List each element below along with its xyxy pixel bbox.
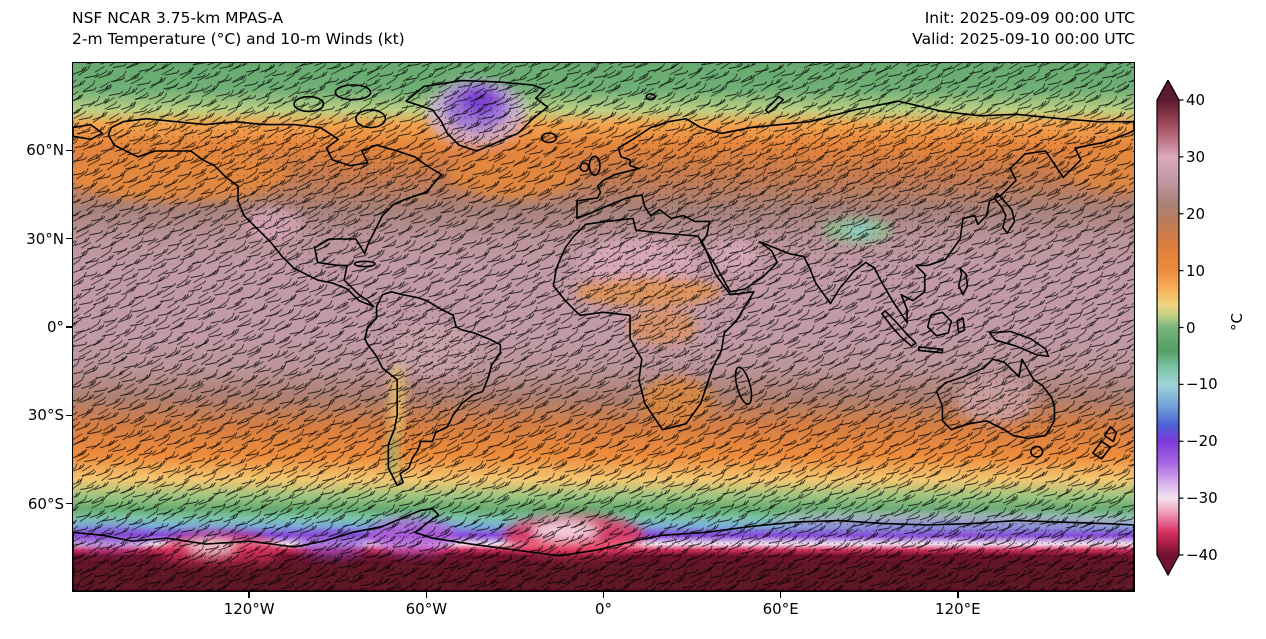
y-axis-tick-mark	[66, 237, 72, 240]
colorbar-tick-label: −20	[1186, 432, 1218, 451]
colorbar-tick-label: −30	[1186, 489, 1218, 508]
map-panel	[72, 62, 1135, 592]
colorbar-tick-label: −10	[1186, 375, 1218, 394]
y-axis-tick-mark	[66, 414, 72, 417]
y-axis-tick-label: 30°S	[27, 406, 64, 425]
y-axis-tick-label: 30°N	[26, 229, 64, 248]
x-axis-tick-mark	[779, 592, 782, 598]
x-axis-tick-label: 0°	[594, 600, 613, 618]
colorbar-tick-label: 30	[1186, 147, 1206, 166]
colorbar-tick-label: 40	[1186, 91, 1206, 109]
x-axis-tick-label: 120°W	[223, 600, 275, 618]
colorbar-tick-label: 0	[1186, 318, 1196, 337]
colorbar	[1155, 78, 1225, 580]
y-axis-tick-mark	[66, 502, 72, 505]
world-temperature-wind-map	[73, 63, 1134, 591]
model-title: NSF NCAR 3.75-km MPAS-A	[72, 9, 284, 27]
title-block-left: NSF NCAR 3.75-km MPAS-A 2-m Temperature …	[72, 8, 405, 50]
x-axis-tick-mark	[957, 592, 959, 598]
x-axis-tick-mark	[425, 592, 428, 598]
colorbar-tick-label: 10	[1186, 261, 1206, 280]
colorbar-unit-label: °C	[1228, 313, 1246, 331]
wind-barbs-layer-2	[73, 63, 1134, 591]
colorbar-tick-label: −40	[1186, 546, 1218, 564]
init-time: Init: 2025-09-09 00:00 UTC	[924, 9, 1135, 27]
x-axis-tick-label: 120°E	[935, 600, 981, 618]
colorbar-svg	[1156, 78, 1184, 577]
product-title: 2-m Temperature (°C) and 10-m Winds (kt)	[72, 30, 405, 48]
x-axis-tick-mark	[248, 592, 250, 598]
x-axis-tick-mark	[602, 592, 605, 598]
colorbar-tick-label: 20	[1186, 204, 1206, 223]
x-axis-tick-label: 60°E	[762, 600, 799, 618]
valid-time: Valid: 2025-09-10 00:00 UTC	[912, 30, 1135, 48]
x-axis-tick-label: 60°W	[405, 600, 448, 618]
y-axis-tick-mark	[66, 326, 72, 328]
colorbar-bar	[1156, 78, 1180, 577]
y-axis-tick-label: 60°N	[26, 141, 64, 160]
y-axis-tick-mark	[66, 149, 72, 152]
y-axis-tick-label: 60°S	[27, 494, 64, 513]
y-axis-tick-label: 0°	[46, 318, 64, 336]
title-block-right: Init: 2025-09-09 00:00 UTC Valid: 2025-0…	[912, 8, 1135, 50]
